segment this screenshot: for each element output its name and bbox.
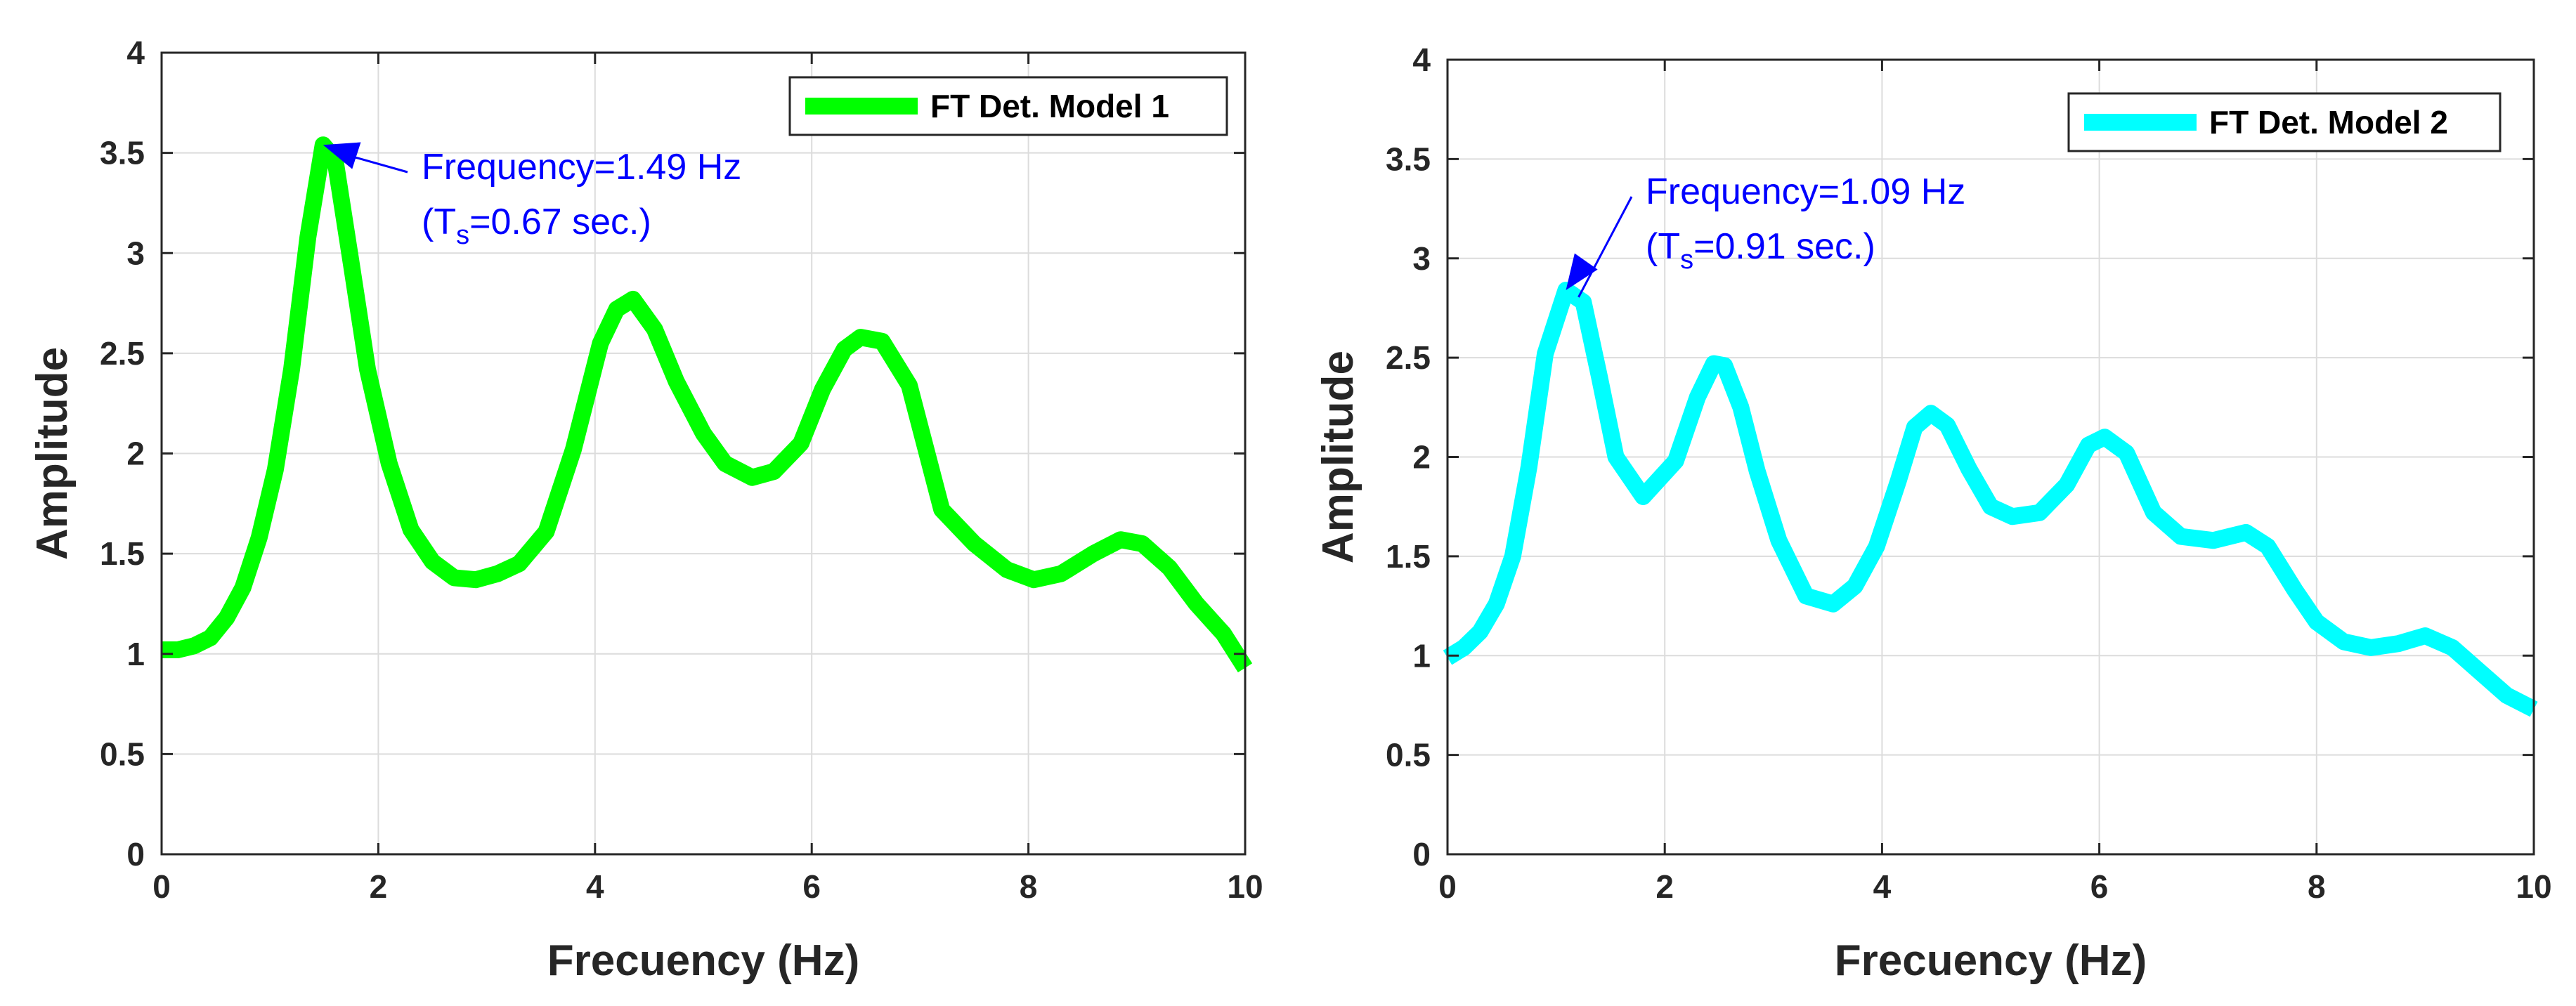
- x-tick-label: 10: [2516, 868, 2551, 905]
- x-tick-label: 0: [152, 868, 171, 905]
- x-tick-label: 10: [1227, 868, 1263, 905]
- y-tick-label: 2.5: [100, 335, 145, 372]
- y-tick-label: 1: [1412, 637, 1431, 674]
- y-tick-label: 3: [1412, 240, 1431, 277]
- annotation-arrow-head: [323, 142, 361, 169]
- y-tick-label: 0.5: [1386, 737, 1431, 773]
- annotation-frequency: Frequency=1.09 Hz: [1646, 171, 1965, 212]
- annotation-period-suffix: =0.67 sec.): [469, 202, 651, 242]
- series-line-2: [1443, 282, 2538, 717]
- annotation-period-prefix: (T: [422, 202, 456, 242]
- y-tick-label: 2: [126, 436, 145, 472]
- x-tick-label: 4: [586, 868, 604, 905]
- x-axis-label: Frecuency (Hz): [1835, 936, 2147, 985]
- legend-label: FT Det. Model 1: [930, 88, 1169, 124]
- series-line-1: [162, 136, 1253, 673]
- x-tick-label: 0: [1438, 868, 1457, 905]
- y-tick-label: 3: [126, 235, 145, 271]
- y-tick-label: 0: [1412, 836, 1431, 873]
- y-tick-label: 1: [126, 636, 145, 672]
- x-tick-label: 2: [370, 868, 388, 905]
- annotation-arrow-head: [1566, 253, 1598, 290]
- y-tick-label: 4: [126, 34, 145, 71]
- x-axis-label: Frecuency (Hz): [547, 936, 859, 985]
- annotation-period-subscript: s: [1680, 245, 1693, 275]
- x-tick-label: 8: [2308, 868, 2326, 905]
- annotation-frequency: Frequency=1.49 Hz: [422, 147, 741, 188]
- legend-label: FT Det. Model 2: [2209, 104, 2448, 141]
- y-tick-label: 0.5: [100, 736, 145, 772]
- x-tick-label: 4: [1873, 868, 1892, 905]
- y-tick-label: 2.5: [1386, 339, 1431, 376]
- y-tick-label: 4: [1412, 41, 1431, 78]
- x-tick-label: 8: [1020, 868, 1038, 905]
- left-chart-panel: 0 2 4 6 8 10 0 0.5 1 1.5 2 2.5 3 3.5 4 Frecuency (Hz) Am…: [28, 34, 1263, 985]
- annotation-period-subscript: s: [456, 221, 469, 250]
- y-tick-label: 1.5: [1386, 538, 1431, 575]
- annotation-arrow-line: [1578, 196, 1633, 298]
- y-tick-label: 1.5: [100, 535, 145, 572]
- y-tick-label: 2: [1412, 439, 1431, 476]
- y-tick-label: 3.5: [1386, 141, 1431, 177]
- legend-box: [2067, 92, 2502, 152]
- y-tick-label: 0: [126, 836, 145, 873]
- x-tick-label: 2: [1655, 868, 1674, 905]
- annotation-period-prefix: (T: [1646, 226, 1680, 267]
- annotation-period: (Ts=0.91 sec.): [1646, 226, 1875, 275]
- right-chart-panel: 0 2 4 6 8 10 0 0.5 1 1.5 2 2.5 3 3.5 4 Frecuency (Hz) Am…: [1314, 41, 2552, 985]
- y-axis-label: Amplitude: [1314, 351, 1362, 563]
- y-axis-label: Amplitude: [28, 347, 77, 560]
- x-tick-label: 6: [2090, 868, 2109, 905]
- annotation-period: (Ts=0.67 sec.): [422, 202, 651, 250]
- x-tick-label: 6: [802, 868, 821, 905]
- annotation-period-suffix: =0.91 sec.): [1693, 226, 1875, 267]
- y-tick-label: 3.5: [100, 135, 145, 171]
